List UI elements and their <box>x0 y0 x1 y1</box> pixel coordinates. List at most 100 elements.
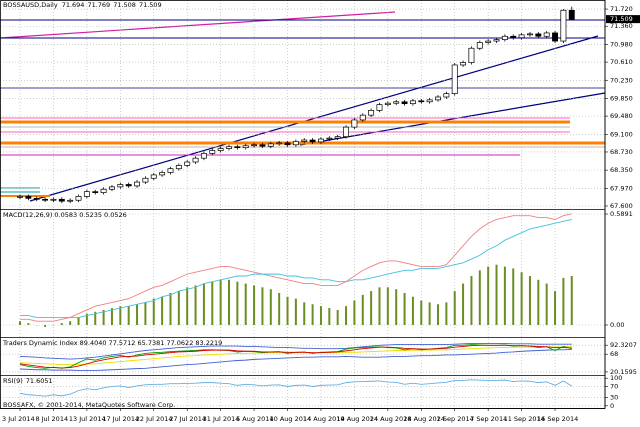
histogram-bar <box>236 281 239 325</box>
candle-body <box>125 184 132 187</box>
candle-body <box>426 99 433 103</box>
candle-body <box>251 144 258 147</box>
candle-body <box>376 104 383 111</box>
candle-body <box>393 101 400 104</box>
ohlc-value: 71.509 <box>139 1 162 9</box>
x-tick-label: 3 Jul 2014 <box>2 415 35 423</box>
histogram-bar <box>169 292 172 325</box>
histogram-bar <box>311 304 314 325</box>
candle-body <box>418 100 425 103</box>
candle-body <box>142 177 149 183</box>
histogram-bar <box>244 283 247 325</box>
y-tick-label: 71.360 <box>610 22 633 30</box>
histogram-bar <box>420 300 423 325</box>
histogram-bar <box>361 294 364 325</box>
candle-body <box>25 196 32 199</box>
histogram-bar <box>445 302 448 325</box>
y-tick-label: 68 <box>610 350 618 358</box>
histogram-bar <box>152 298 155 325</box>
candle-body <box>343 126 349 138</box>
candle-body <box>334 136 341 139</box>
candle-body <box>468 47 475 63</box>
ohlc-value: 71.769 <box>87 1 110 9</box>
histogram-bar <box>44 324 47 327</box>
frame <box>0 0 606 409</box>
y-tick-label: 70.980 <box>610 40 633 48</box>
indicator-line <box>19 379 572 397</box>
histogram-bar <box>570 276 573 325</box>
candle-body <box>276 142 283 145</box>
y-tick-label: 70.230 <box>610 76 633 84</box>
histogram-bar <box>495 264 498 325</box>
histogram-bar <box>102 309 105 325</box>
candle-body <box>167 168 174 173</box>
histogram-bar <box>537 279 540 325</box>
y-tick-label: 70 <box>610 382 618 390</box>
candle-body <box>351 119 358 128</box>
candle-body <box>58 198 65 202</box>
copyright: BOSSAFX, © 2001-2014, MetaQuotes Softwar… <box>3 401 175 409</box>
candle-body <box>217 148 224 151</box>
x-tick-label: 22 Jul 2014 <box>136 415 173 423</box>
price-label-box <box>606 15 640 24</box>
candle-body <box>175 165 182 170</box>
candle-body <box>301 139 308 142</box>
y-tick-label: 0.5891 <box>610 210 633 218</box>
candle-body <box>501 35 508 40</box>
price-label: 71.509 <box>610 15 633 23</box>
y-tick-label: 67.600 <box>610 202 633 210</box>
pane-label: MACD(12,26,9) 0.0583 0.5235 0.0526 <box>3 211 127 219</box>
histogram-bar <box>194 285 197 325</box>
pane-label: RSI(9) 71.6051 <box>3 377 53 385</box>
histogram-bar <box>562 277 565 325</box>
candle-body <box>159 172 166 176</box>
drawings <box>0 11 606 202</box>
candle-body <box>83 191 90 197</box>
histogram-bar <box>462 283 465 325</box>
pane-label: Traders Dynamic Index 89.4040 77.5712 65… <box>2 339 222 347</box>
candle-body <box>134 181 140 187</box>
candle-body <box>552 32 558 42</box>
histogram-bar <box>303 302 306 325</box>
candle-body <box>259 144 266 147</box>
candle-body <box>318 138 324 143</box>
candle-body <box>17 196 23 198</box>
x-tick-label: 5 Aug 2014 <box>236 415 274 423</box>
candle-body <box>409 100 416 105</box>
candle-body <box>117 184 124 188</box>
histogram-bar <box>161 296 164 325</box>
candle-body <box>460 62 467 66</box>
y-tick-label: 68.730 <box>610 148 633 156</box>
histogram-bar <box>487 266 490 325</box>
histogram-bar <box>512 268 515 325</box>
y-tick-label: 100 <box>610 374 622 382</box>
x-tick-label: 14 Aug 2014 <box>303 415 345 423</box>
histogram-bar <box>77 317 80 325</box>
candle-body <box>192 157 199 163</box>
y-tick-label: 0.00 <box>610 321 624 329</box>
histogram-bar <box>202 283 205 325</box>
candle-body <box>100 188 107 193</box>
y-tick-label: 69.850 <box>610 94 633 102</box>
histogram-bar <box>545 283 548 325</box>
candle-body <box>543 32 550 37</box>
histogram-bar <box>336 309 339 325</box>
histogram-bar <box>554 291 557 325</box>
histogram-bar <box>278 292 281 325</box>
histogram-bar <box>286 296 289 325</box>
x-tick-label: 13 Jul 2014 <box>69 415 106 423</box>
histogram-bar <box>186 287 189 325</box>
candle-body <box>368 110 375 116</box>
x-tick-label: 17 Jul 2014 <box>102 415 139 423</box>
pane-label-text: MACD(12,26,9) 0.0583 0.5235 0.0526 <box>3 211 127 219</box>
histogram-bar <box>211 281 214 325</box>
histogram-bar <box>69 321 72 325</box>
histogram-bar <box>127 306 130 325</box>
candle-body <box>267 143 274 147</box>
pane-label-value: 71.6051 <box>26 377 53 385</box>
y-tick-label: 92.3207 <box>610 341 637 349</box>
candle-body <box>284 142 291 146</box>
histogram-bar <box>294 298 297 325</box>
histogram-bar <box>144 302 147 325</box>
